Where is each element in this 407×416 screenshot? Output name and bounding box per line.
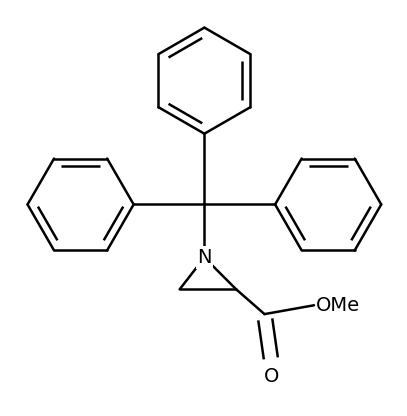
Text: O: O	[264, 366, 279, 386]
Text: N: N	[197, 248, 212, 267]
Text: OMe: OMe	[316, 296, 360, 315]
